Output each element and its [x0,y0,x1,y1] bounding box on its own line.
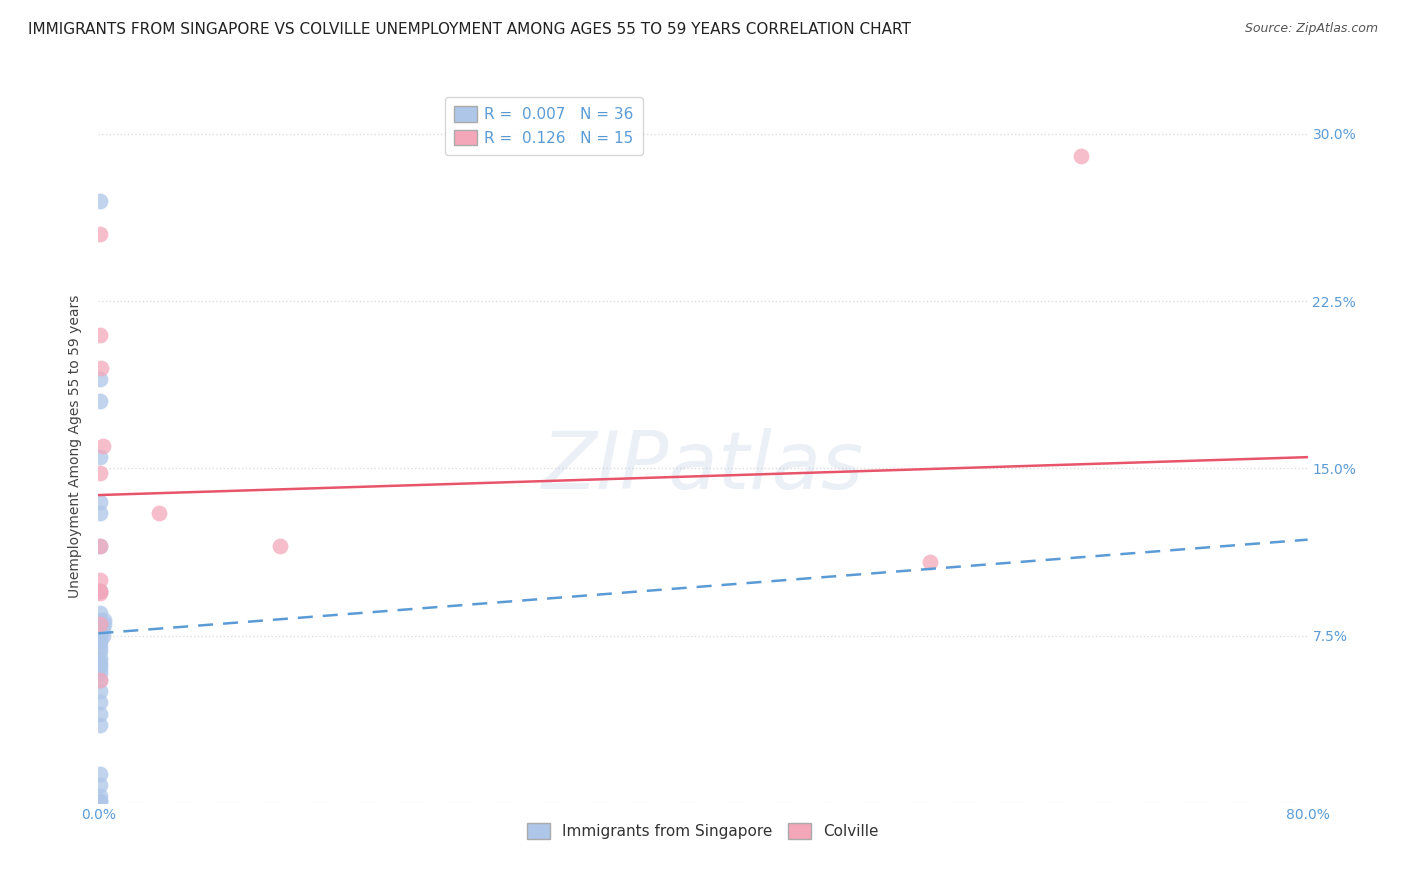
Point [89,506,111,520]
Point [89,494,111,508]
Point [89,657,111,672]
Text: ZIPatlas: ZIPatlas [541,428,865,507]
Point [89,673,111,687]
Point [91,622,114,636]
Point [89,717,111,731]
Point [269,539,291,553]
Point [89,633,111,648]
Point [89,583,111,598]
Point [91,628,114,642]
Point [91,439,114,453]
Point [89,327,111,342]
Point [89,617,111,632]
Point [148,506,170,520]
Point [89,626,111,640]
Point [89,662,111,676]
Point [93,613,115,627]
Point [89,684,111,698]
Point [89,539,111,553]
Y-axis label: Unemployment Among Ages 55 to 59 years: Unemployment Among Ages 55 to 59 years [69,294,83,598]
Point [90,360,112,375]
Text: IMMIGRANTS FROM SINGAPORE VS COLVILLE UNEMPLOYMENT AMONG AGES 55 TO 59 YEARS COR: IMMIGRANTS FROM SINGAPORE VS COLVILLE UN… [28,22,911,37]
Point [89,673,111,687]
Point [89,227,111,241]
Point [89,607,111,621]
Text: Source: ZipAtlas.com: Source: ZipAtlas.com [1244,22,1378,36]
Point [89,666,111,681]
Point [89,394,111,409]
Point [89,583,111,598]
Point [89,767,111,781]
Point [93,617,115,632]
Point [89,372,111,386]
Point [89,573,111,587]
Point [89,640,111,654]
Legend: Immigrants from Singapore, Colville: Immigrants from Singapore, Colville [522,817,884,845]
Point [918,555,941,569]
Point [89,613,111,627]
Point [89,651,111,665]
Point [89,655,111,669]
Point [89,794,111,808]
Point [89,450,111,464]
Point [89,622,111,636]
Point [89,586,111,600]
Point [89,789,111,804]
Point [89,539,111,553]
Point [89,794,111,808]
Point [89,778,111,792]
Point [1070,149,1092,163]
Point [89,706,111,721]
Point [89,644,111,658]
Point [89,194,111,208]
Point [89,696,111,710]
Point [89,628,111,642]
Point [89,635,111,649]
Point [89,466,111,480]
